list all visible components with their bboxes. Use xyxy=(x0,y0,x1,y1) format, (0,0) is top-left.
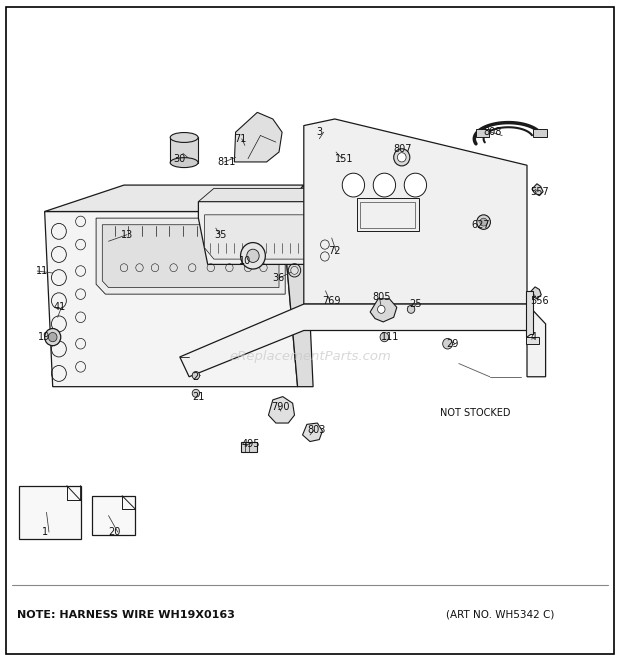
Circle shape xyxy=(291,266,298,274)
Polygon shape xyxy=(198,188,332,202)
Text: 21: 21 xyxy=(192,391,205,402)
Text: 29: 29 xyxy=(446,338,459,349)
Circle shape xyxy=(380,332,389,342)
Text: 790: 790 xyxy=(271,401,290,412)
Circle shape xyxy=(192,371,200,379)
Text: 4: 4 xyxy=(530,332,536,342)
Text: 25: 25 xyxy=(409,299,422,309)
Polygon shape xyxy=(198,202,329,264)
Circle shape xyxy=(443,338,453,349)
Polygon shape xyxy=(282,185,313,387)
Polygon shape xyxy=(102,225,279,288)
Bar xyxy=(356,198,419,231)
Text: 72: 72 xyxy=(329,246,341,256)
Ellipse shape xyxy=(170,158,198,167)
Bar xyxy=(476,129,489,137)
Polygon shape xyxy=(532,184,543,196)
Text: 627: 627 xyxy=(471,219,490,230)
Circle shape xyxy=(247,249,259,262)
Polygon shape xyxy=(303,423,322,442)
Circle shape xyxy=(373,173,396,197)
Polygon shape xyxy=(170,137,198,163)
Ellipse shape xyxy=(170,132,198,142)
Circle shape xyxy=(45,329,61,346)
Text: 811: 811 xyxy=(217,157,236,167)
Polygon shape xyxy=(45,185,304,212)
Circle shape xyxy=(404,173,427,197)
Text: 557: 557 xyxy=(530,186,549,197)
Text: 19: 19 xyxy=(38,332,51,342)
Circle shape xyxy=(378,305,385,313)
Text: 3: 3 xyxy=(316,127,322,137)
Text: 30: 30 xyxy=(174,153,186,164)
Circle shape xyxy=(48,332,57,342)
Text: 10: 10 xyxy=(239,256,251,266)
Circle shape xyxy=(477,215,490,229)
Text: 1: 1 xyxy=(42,527,48,537)
Text: 13: 13 xyxy=(121,229,133,240)
Polygon shape xyxy=(205,215,326,259)
Polygon shape xyxy=(304,119,527,304)
Circle shape xyxy=(397,153,406,162)
Text: 2: 2 xyxy=(192,371,198,382)
Bar xyxy=(360,202,415,228)
Polygon shape xyxy=(92,496,135,535)
Text: 805: 805 xyxy=(372,292,391,303)
Text: 71: 71 xyxy=(234,134,247,144)
Circle shape xyxy=(241,243,265,269)
Polygon shape xyxy=(45,212,298,387)
Text: 556: 556 xyxy=(530,295,549,306)
Text: 41: 41 xyxy=(54,302,66,313)
Polygon shape xyxy=(370,299,397,322)
Text: 151: 151 xyxy=(335,153,353,164)
Bar xyxy=(241,442,257,452)
Polygon shape xyxy=(234,112,282,162)
Polygon shape xyxy=(96,218,285,294)
Text: 808: 808 xyxy=(484,127,502,137)
Text: 803: 803 xyxy=(307,424,326,435)
Polygon shape xyxy=(530,287,541,299)
Text: 769: 769 xyxy=(322,295,341,306)
Circle shape xyxy=(342,173,365,197)
Polygon shape xyxy=(268,397,294,423)
Text: 11: 11 xyxy=(36,266,48,276)
Polygon shape xyxy=(526,337,539,344)
Text: NOTE: HARNESS WIRE WH19X0163: NOTE: HARNESS WIRE WH19X0163 xyxy=(17,609,235,620)
Text: eReplacementParts.com: eReplacementParts.com xyxy=(229,350,391,364)
Text: 36: 36 xyxy=(273,272,285,283)
Text: 20: 20 xyxy=(108,527,121,537)
Text: 807: 807 xyxy=(394,143,412,154)
Polygon shape xyxy=(19,486,81,539)
Circle shape xyxy=(407,305,415,313)
Text: 495: 495 xyxy=(242,439,260,449)
Polygon shape xyxy=(180,304,546,377)
Circle shape xyxy=(394,149,410,166)
Circle shape xyxy=(192,389,200,397)
Text: (ART NO. WH5342 C): (ART NO. WH5342 C) xyxy=(446,609,555,620)
Polygon shape xyxy=(526,291,533,337)
Circle shape xyxy=(480,218,487,226)
Text: NOT STOCKED: NOT STOCKED xyxy=(440,408,511,418)
Text: 35: 35 xyxy=(214,229,226,240)
Bar xyxy=(533,129,547,137)
Text: 111: 111 xyxy=(381,332,400,342)
